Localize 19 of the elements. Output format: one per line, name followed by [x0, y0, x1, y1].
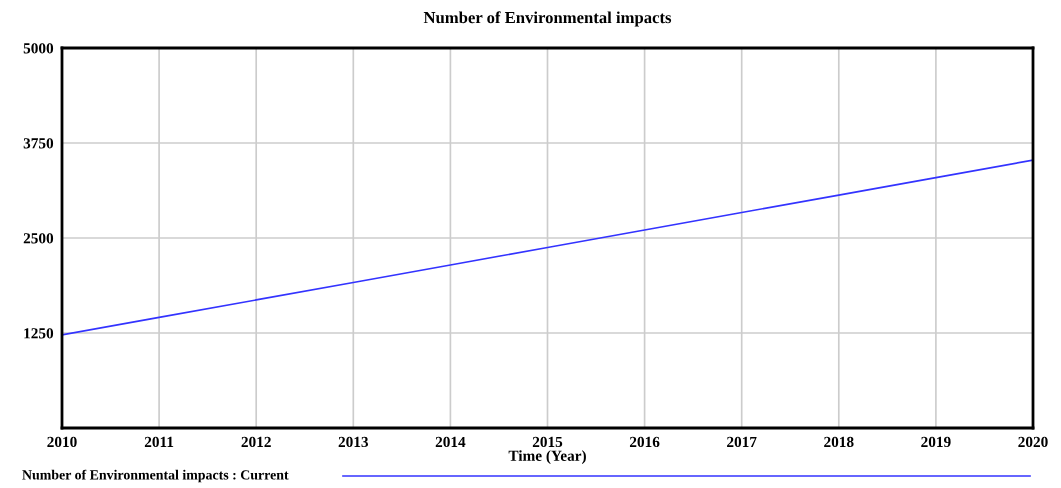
y-tick-label: 2500	[23, 233, 54, 244]
x-tick-label: 2014	[435, 436, 466, 448]
x-tick-label: 2013	[338, 436, 369, 448]
line-series	[62, 159, 1033, 336]
text: Number of Environmental impacts : Current	[22, 469, 289, 483]
y-tick-label: 3750	[23, 138, 54, 149]
x-tick-label: 2020	[1018, 436, 1048, 448]
x-tick-label: 2017	[727, 436, 757, 448]
x-tick-label: 2018	[824, 436, 854, 448]
x-tick-label: 2010	[47, 436, 77, 448]
y-tick-label: 5000	[23, 43, 54, 54]
x-tick-label: 2016	[629, 436, 660, 448]
x-tick-label: 2015	[532, 436, 563, 448]
x-tick-label: 2011	[144, 436, 174, 448]
x-tick-label: 2019	[921, 436, 951, 448]
x-axis-title: Time (Year)	[508, 450, 586, 465]
chart-title: Number of Environmental impacts	[423, 11, 672, 27]
y-tick-label: 1250	[24, 328, 54, 339]
x-tick-label: 2012	[241, 436, 271, 448]
